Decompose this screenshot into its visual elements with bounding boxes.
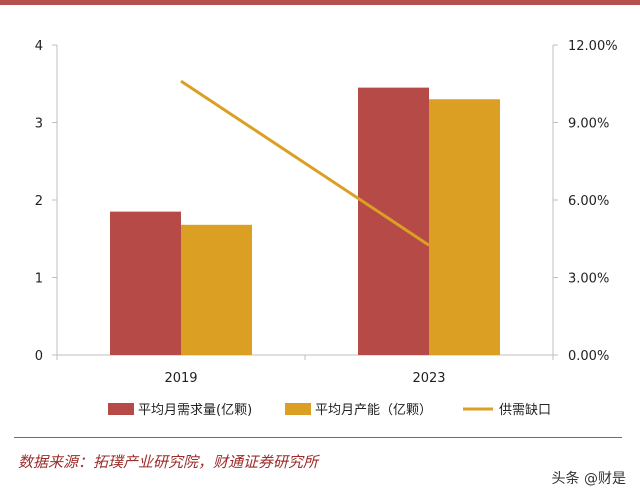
right-tick-label: 6.00% bbox=[568, 194, 609, 209]
supply-gap-line bbox=[180, 79, 430, 247]
legend-gap-label: 供需缺口 bbox=[499, 403, 551, 418]
top-accent-bar bbox=[0, 0, 640, 5]
left-tick-label: 0 bbox=[35, 349, 43, 364]
watermark: 头条 @财是 bbox=[551, 471, 626, 487]
x-tick-label: 2023 bbox=[412, 371, 445, 386]
left-tick-label: 3 bbox=[35, 117, 43, 132]
capacity-bar bbox=[429, 99, 500, 355]
source-note: 数据来源：拓璞产业研究院，财通证券研究所 bbox=[18, 453, 319, 471]
left-tick-label: 1 bbox=[35, 272, 43, 287]
right-tick-label: 12.00% bbox=[568, 39, 618, 54]
right-tick-label: 0.00% bbox=[568, 349, 609, 364]
legend-capacity-label: 平均月产能（亿颗） bbox=[315, 403, 432, 418]
demand-bar bbox=[110, 211, 181, 355]
capacity-bar bbox=[181, 224, 252, 355]
right-tick-label: 3.00% bbox=[568, 272, 609, 287]
source-divider bbox=[14, 437, 622, 438]
x-tick-label: 2019 bbox=[164, 371, 197, 386]
left-tick-label: 2 bbox=[35, 194, 43, 209]
legend-demand-label: 平均月需求量(亿颗) bbox=[138, 403, 252, 418]
legend-capacity-swatch bbox=[285, 403, 311, 415]
left-tick-label: 4 bbox=[35, 39, 43, 54]
right-tick-label: 9.00% bbox=[568, 117, 609, 132]
dual-axis-chart: 0 1 2 3 4 0.00% 3.00% 6.00% 9.00% 12.00% 2019 2023 平… bbox=[35, 39, 618, 418]
legend-demand-swatch bbox=[108, 403, 134, 415]
